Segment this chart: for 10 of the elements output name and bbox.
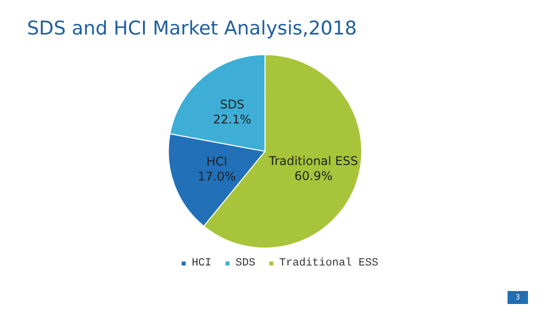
data-label: 60.9% bbox=[294, 169, 332, 184]
slice-label: Traditional ESS bbox=[268, 154, 358, 168]
legend-label: HCI bbox=[192, 258, 212, 270]
slice-label: SDS bbox=[220, 97, 244, 112]
chart-title: SDS and HCI Market Analysis,2018 bbox=[27, 18, 357, 40]
slice-label: HCI bbox=[206, 154, 228, 169]
data-label: 22.1% bbox=[213, 112, 252, 126]
data-label: 17.0% bbox=[198, 170, 236, 184]
legend-label: Traditional ESS bbox=[279, 258, 379, 270]
legend-label: SDS bbox=[235, 258, 256, 270]
